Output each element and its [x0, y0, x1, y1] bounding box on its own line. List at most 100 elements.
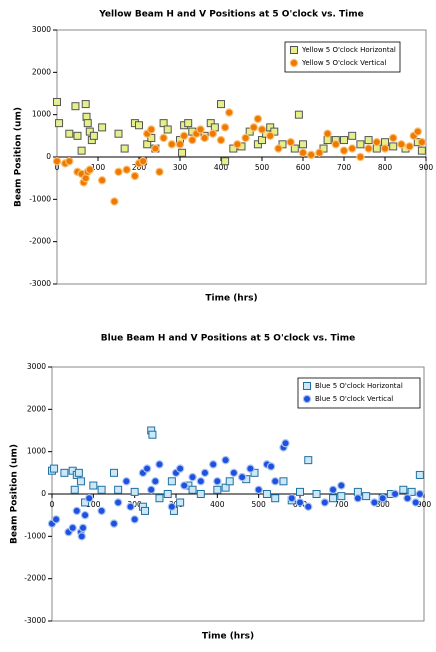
- data-point: [221, 483, 230, 492]
- data-point: [380, 144, 390, 153]
- data-point: [249, 123, 258, 132]
- y-tick-label: 2000: [27, 404, 46, 413]
- data-point: [71, 102, 80, 111]
- data-point: [281, 439, 290, 448]
- data-point: [390, 489, 400, 499]
- x-tick-label: 200: [128, 500, 143, 509]
- data-point: [271, 494, 280, 503]
- data-point: [143, 140, 152, 149]
- data-point: [188, 485, 197, 494]
- data-point: [274, 144, 283, 153]
- data-point: [130, 515, 139, 524]
- x-tick-label: 100: [86, 500, 101, 509]
- data-point: [356, 152, 365, 162]
- y-tick-label: -1000: [24, 531, 46, 540]
- data-point: [97, 485, 106, 494]
- data-point: [159, 133, 168, 143]
- data-point: [179, 131, 189, 141]
- data-point: [83, 119, 92, 128]
- y-tick-label: 1000: [32, 110, 51, 119]
- data-point: [178, 148, 187, 157]
- data-point: [184, 119, 193, 128]
- data-point: [130, 171, 140, 181]
- data-point: [142, 464, 152, 473]
- data-point: [415, 489, 425, 499]
- data-point: [113, 498, 123, 507]
- data-point: [81, 100, 90, 109]
- data-point: [254, 485, 263, 494]
- data-point: [85, 165, 95, 174]
- data-point: [304, 502, 313, 511]
- data-point: [167, 477, 176, 486]
- data-point: [224, 108, 234, 117]
- x-tick-label: 900: [417, 500, 432, 509]
- data-point: [53, 97, 61, 106]
- data-point: [303, 382, 311, 390]
- data-point: [370, 498, 379, 507]
- data-point: [315, 148, 324, 157]
- data-point: [399, 485, 408, 494]
- data-point: [320, 498, 329, 507]
- data-point: [415, 470, 424, 479]
- legend-label: Blue 5 O'clock Vertical: [315, 395, 393, 403]
- y-tick-label: 0: [46, 152, 51, 161]
- data-point: [89, 481, 98, 490]
- data-point: [411, 498, 420, 507]
- data-point: [196, 477, 205, 486]
- data-point: [122, 165, 131, 174]
- data-point: [299, 140, 307, 149]
- data-point: [356, 140, 365, 149]
- y-tick-label: -3000: [24, 616, 46, 625]
- data-point: [188, 472, 197, 482]
- y-axis-label: Beam Position (um): [14, 107, 24, 207]
- data-point: [97, 506, 106, 516]
- data-point: [159, 119, 168, 128]
- y-tick-label: 3000: [27, 362, 46, 371]
- data-point: [155, 167, 164, 177]
- data-point: [163, 490, 172, 498]
- data-point: [339, 146, 349, 155]
- legend-box: [284, 41, 401, 73]
- data-point: [52, 157, 62, 166]
- data-point: [126, 502, 135, 511]
- y-tick-label: 0: [41, 489, 46, 498]
- data-point: [221, 157, 230, 166]
- data-point: [208, 460, 218, 469]
- data-point: [337, 492, 346, 501]
- data-point: [110, 468, 118, 477]
- x-tick-label: 0: [50, 500, 55, 509]
- data-point: [296, 487, 304, 496]
- data-point: [397, 140, 406, 149]
- data-point: [389, 142, 398, 151]
- data-point: [76, 477, 85, 486]
- data-point: [130, 487, 139, 496]
- data-point: [220, 123, 230, 132]
- data-point: [77, 146, 86, 155]
- data-point: [89, 131, 98, 140]
- data-point: [372, 137, 381, 147]
- data-point: [50, 464, 59, 473]
- x-axis-label: Time (hrs): [205, 294, 257, 304]
- x-tick-label: 800: [376, 500, 391, 509]
- x-tick-label: 300: [169, 500, 184, 509]
- data-point: [213, 477, 222, 486]
- data-point: [122, 477, 131, 486]
- data-point: [295, 498, 305, 507]
- data-point: [279, 477, 288, 486]
- data-point: [216, 135, 226, 145]
- x-tick-label: 300: [173, 163, 188, 172]
- data-point: [180, 481, 189, 490]
- data-point: [155, 460, 164, 469]
- data-point: [233, 140, 242, 149]
- data-point: [72, 506, 82, 516]
- data-point: [298, 148, 308, 157]
- data-point: [208, 129, 217, 138]
- data-point: [262, 490, 271, 498]
- data-point: [225, 477, 234, 486]
- x-axis-label: Time (hrs): [202, 632, 254, 642]
- data-point: [287, 494, 296, 503]
- data-point: [200, 468, 210, 478]
- x-tick-label: 700: [337, 163, 352, 172]
- data-point: [246, 464, 255, 473]
